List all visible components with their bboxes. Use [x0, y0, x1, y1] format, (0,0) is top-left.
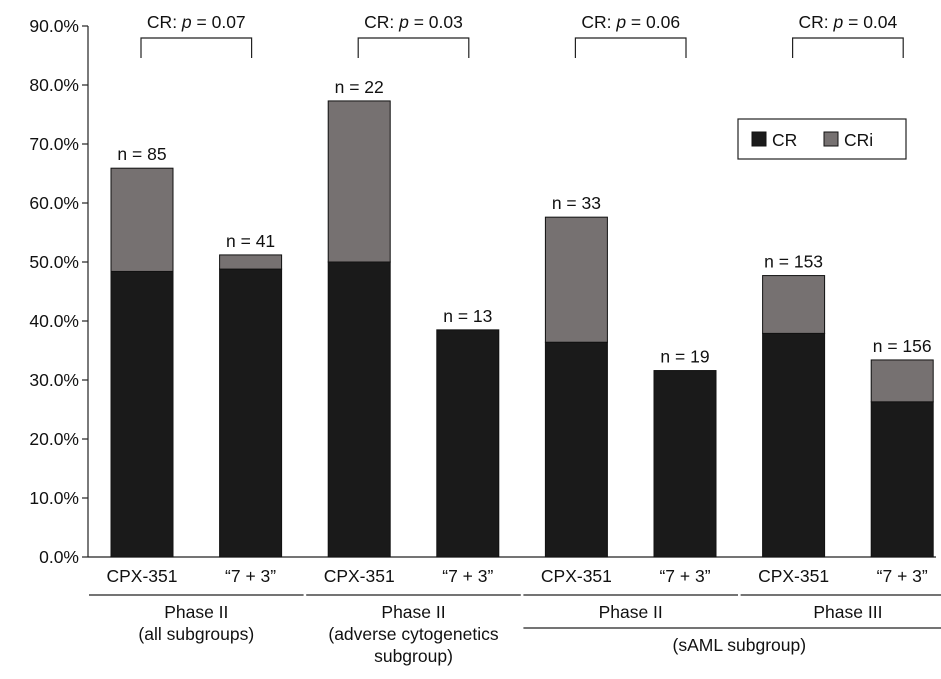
y-tick-label: 50.0% — [29, 252, 79, 272]
comparison-bracket — [140, 37, 253, 58]
category-label: “7 + 3” — [442, 566, 493, 586]
n-label: n = 153 — [764, 252, 823, 272]
group-label: Phase II — [164, 602, 228, 622]
category-label: CPX-351 — [541, 566, 612, 586]
group-label: subgroup) — [374, 646, 453, 666]
group-label: Phase II — [599, 602, 663, 622]
y-tick-label: 0.0% — [39, 547, 79, 567]
y-tick-label: 10.0% — [29, 488, 79, 508]
bar-segment-cr — [436, 329, 500, 558]
comparison-label: CR: p = 0.03 — [364, 12, 463, 32]
n-label: n = 19 — [660, 347, 709, 367]
bar-segment-cri — [327, 100, 391, 263]
n-label: n = 22 — [335, 77, 384, 97]
comparison-label-suffix: = 0.04 — [843, 12, 897, 32]
bar-segment-cri — [544, 216, 608, 343]
super-group-label: (sAML subgroup) — [673, 635, 807, 655]
bar-segment-cr — [219, 268, 283, 558]
category-label: “7 + 3” — [659, 566, 710, 586]
legend-swatch-cr — [751, 131, 767, 147]
comparison-bracket — [357, 37, 470, 58]
bar-segment-cri — [762, 275, 826, 334]
comparison-label-prefix: CR: — [147, 12, 182, 32]
comparison-p-symbol: p — [615, 12, 626, 32]
x-axis-labels: CPX-351 “7 + 3” CPX-351 “7 + 3” CPX-351 “7 + … — [89, 566, 941, 666]
n-label: n = 33 — [552, 193, 601, 213]
comparison-label: CR: p = 0.07 — [147, 12, 246, 32]
bar-segment-cr — [762, 332, 826, 558]
comparison-bracket — [792, 37, 904, 58]
bar-segment-cri — [219, 254, 283, 270]
y-tick-label: 90.0% — [29, 16, 79, 36]
y-tick-label: 40.0% — [29, 311, 79, 331]
comparison-p-symbol: p — [181, 12, 192, 32]
bar-segment-cri — [870, 359, 934, 403]
bar-segment-cr — [544, 341, 608, 558]
n-label: n = 41 — [226, 231, 275, 251]
bar-segment-cri — [110, 167, 174, 272]
legend: CR CRi — [737, 118, 907, 160]
y-tick-label: 70.0% — [29, 134, 79, 154]
comparison-label-suffix: = 0.03 — [409, 12, 463, 32]
comparison-label: CR: p = 0.06 — [581, 12, 680, 32]
group-label: (all subgroups) — [138, 624, 254, 644]
group-label: Phase III — [813, 602, 882, 622]
comparison-label: CR: p = 0.04 — [799, 12, 898, 32]
data-labels: n = 85 n = 41 n = 22 n = 13 n = 33 n = 19 n = … — [117, 77, 931, 367]
legend-label-cri: CRi — [844, 130, 873, 150]
bar-segment-cr — [110, 270, 174, 558]
y-tick-label: 80.0% — [29, 75, 79, 95]
legend-label-cr: CR — [772, 130, 797, 150]
comparison-p-symbol: p — [833, 12, 844, 32]
comparison-label-prefix: CR: — [581, 12, 616, 32]
comparison-p-symbol: p — [398, 12, 409, 32]
n-label: n = 85 — [117, 144, 166, 164]
group-label: (adverse cytogenetics — [328, 624, 498, 644]
bar-segment-cr — [653, 370, 717, 558]
category-label: CPX-351 — [324, 566, 395, 586]
comparison-label-prefix: CR: — [799, 12, 834, 32]
comparison-label-prefix: CR: — [364, 12, 399, 32]
y-tick-label: 60.0% — [29, 193, 79, 213]
y-tick-label: 20.0% — [29, 429, 79, 449]
bar-segment-cr — [327, 261, 391, 558]
n-label: n = 13 — [443, 306, 492, 326]
group-label: Phase II — [381, 602, 445, 622]
comparison-label-suffix: = 0.06 — [626, 12, 680, 32]
bars — [110, 100, 934, 558]
comparison-bracket — [574, 37, 687, 58]
category-label: CPX-351 — [758, 566, 829, 586]
category-label: CPX-351 — [106, 566, 177, 586]
bar-segment-cr — [870, 401, 934, 558]
category-label: “7 + 3” — [877, 566, 928, 586]
y-tick-label: 30.0% — [29, 370, 79, 390]
comparison-label-suffix: = 0.07 — [192, 12, 246, 32]
legend-swatch-cri — [823, 131, 839, 147]
category-label: “7 + 3” — [225, 566, 276, 586]
comparison-brackets: CR: p = 0.07 CR: p = 0.03 CR: p = 0.06 CR: … — [140, 12, 904, 58]
n-label: n = 156 — [873, 336, 932, 356]
